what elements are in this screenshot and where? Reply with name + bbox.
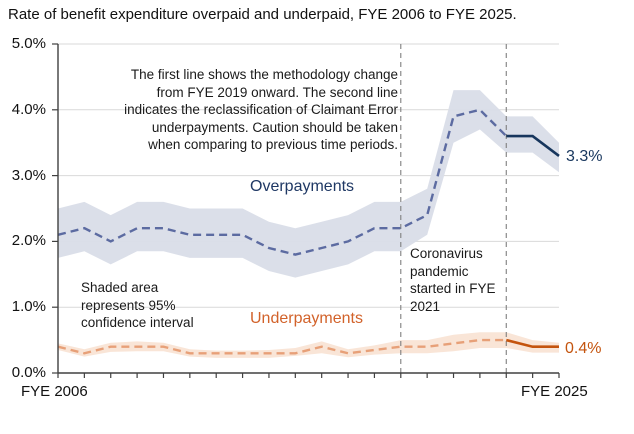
overpayments-end-value-label: 3.3%: [566, 148, 603, 165]
chart-title: Rate of benefit expenditure overpaid and…: [8, 6, 517, 23]
y-axis-tick-label: 4.0%: [11, 100, 46, 118]
y-axis-tick-label: 0.0%: [11, 364, 46, 381]
confidence-band-underpayments: [58, 332, 559, 358]
underpayments-end-value-label: 0.4%: [565, 340, 602, 357]
overpayments-line-dashed: [57, 108, 508, 256]
x-axis-label-fye2006: FYE 2006: [21, 383, 88, 400]
annotation-coronavirus-note: Coronavirus pandemic started in FYE 2021: [410, 246, 496, 314]
y-axis-tick-label: 2.0%: [11, 232, 46, 250]
annotation-methodology-note: The first line shows the methodology cha…: [124, 67, 398, 152]
y-axis-tick-label: 1.0%: [11, 298, 46, 316]
overpayments-series-label: Overpayments: [250, 178, 355, 195]
annotation-confidence-interval-note: Shaded area represents 95% confidence in…: [81, 280, 194, 330]
y-axis-tick-label: 5.0%: [11, 35, 46, 52]
y-axis-tick-label: 3.0%: [11, 166, 46, 184]
x-axis-label-fye2025: FYE 2025: [521, 383, 588, 400]
underpayments-line-dashed: [57, 338, 507, 355]
overpayments-line-solid: [506, 134, 560, 157]
confidence-band-overpayments: [58, 90, 559, 278]
underpayments-line-solid: [505, 338, 559, 349]
underpayments-series-label: Underpayments: [250, 310, 363, 327]
